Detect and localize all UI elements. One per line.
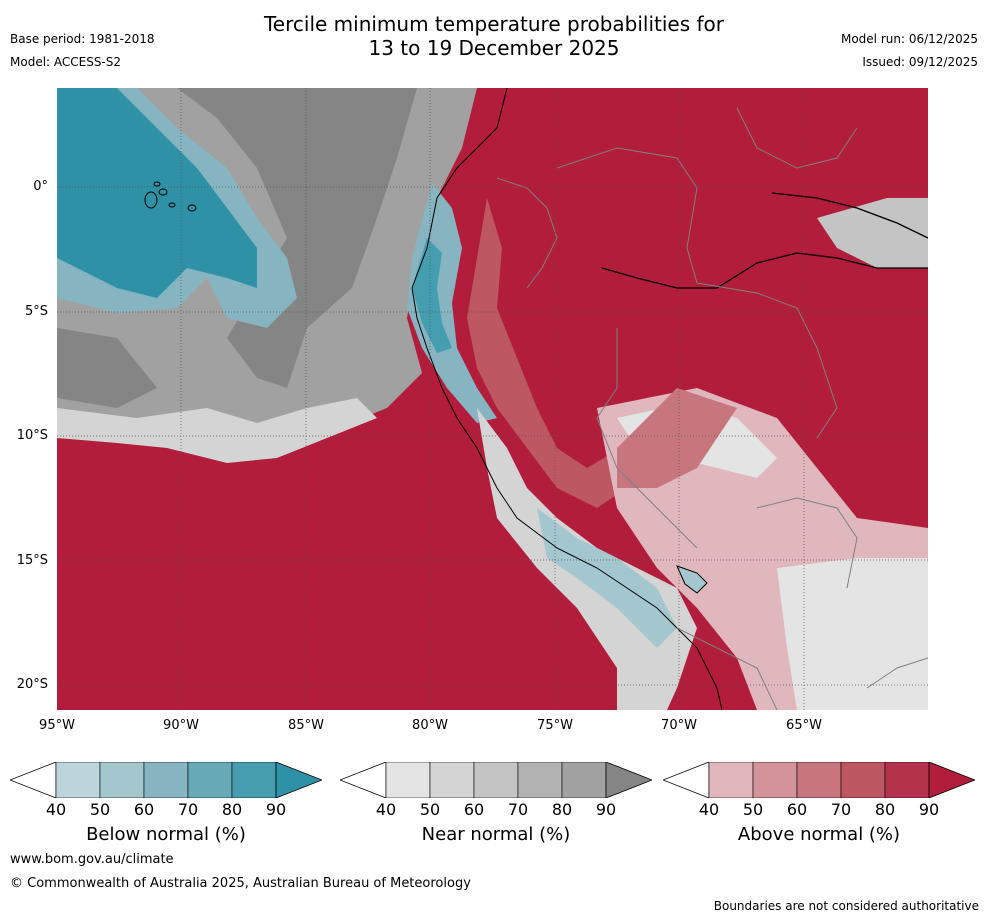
title-line-1: Tercile minimum temperature probabilitie… [263, 12, 725, 36]
near-normal-pacific-dark-2 [57, 328, 157, 408]
meta-left: Base period: 1981-2018 Model: ACCESS-S2 [10, 31, 155, 77]
lon-label-80w: 80°W [412, 718, 448, 733]
colorbar-above-bar [661, 761, 977, 799]
colorbar-below-segment [143, 761, 189, 799]
colorbar-below-label: Below normal (%) [86, 824, 246, 845]
colorbar-near-segment [517, 761, 563, 799]
river-north [771, 192, 928, 239]
colorbar-near-over-arrow [605, 761, 654, 799]
colorbar-above-segment [796, 761, 842, 799]
lon-label-85w: 85°W [288, 718, 324, 733]
lon-label-75w: 75°W [537, 718, 573, 733]
colorbar-tick-label: 80 [551, 800, 573, 819]
lon-label-70w: 70°W [661, 718, 697, 733]
colorbar-tick-label: 70 [830, 800, 852, 819]
model-name: Model: ACCESS-S2 [10, 55, 122, 69]
colorbar-tick-label: 80 [221, 800, 243, 819]
colorbar-below-segment [99, 761, 145, 799]
colorbar-near-bar [338, 761, 654, 799]
near-normal-northeast [817, 198, 928, 268]
colorbar-tick-label: 80 [874, 800, 896, 819]
country-borders [496, 107, 928, 710]
below-normal-peru-south [537, 508, 677, 648]
above-normal-land-band [467, 198, 677, 508]
lat-label-5s: 5°S [24, 304, 48, 319]
colorbar-below-segment [55, 761, 101, 799]
near-normal-bolivia [777, 558, 928, 710]
issued-date: Issued: 09/12/2025 [862, 55, 978, 69]
colorbar-below-under-arrow [8, 761, 57, 799]
copyright-text: © Commonwealth of Australia 2025, Austra… [10, 876, 471, 891]
colorbar-tick-label: 90 [918, 800, 940, 819]
model-run: Model run: 06/12/2025 [840, 32, 978, 46]
colorbar-tick-label: 50 [419, 800, 441, 819]
near-normal-pacific-light [57, 398, 377, 463]
colorbar-below: 40 50 60 70 80 90 Below normal (%) [8, 761, 324, 845]
website-link[interactable]: www.bom.gov.au/climate [10, 852, 174, 867]
colorbar-below-segment [187, 761, 233, 799]
colorbar-above-segment [752, 761, 798, 799]
coastline [411, 88, 723, 710]
colorbar-near-segment [561, 761, 607, 799]
graticule [57, 88, 928, 710]
colorbar-tick-label: 90 [265, 800, 287, 819]
colorbar-tick-label: 70 [507, 800, 529, 819]
colorbar-below-bar [8, 761, 324, 799]
colorbar-above-label: Above normal (%) [737, 824, 901, 845]
lon-label-65w: 65°W [786, 718, 822, 733]
below-normal-galapagos-core [57, 88, 257, 298]
colorbar-tick-label: 60 [786, 800, 808, 819]
colorbar-tick-label: 60 [133, 800, 155, 819]
lat-label-10s: 10°S [16, 428, 48, 443]
above-normal-mid-inland [617, 388, 737, 488]
colorbar-above-segment [708, 761, 754, 799]
colorbar-tick-label: 60 [463, 800, 485, 819]
colorbar-tick-label: 70 [177, 800, 199, 819]
colorbar-near-segment [385, 761, 431, 799]
colorbar-above-segment [884, 761, 930, 799]
colorbar-below-segment [231, 761, 277, 799]
galapagos-islands [144, 181, 197, 212]
lat-label-0: 0° [33, 179, 48, 194]
lon-label-90w: 90°W [163, 718, 199, 733]
colorbar-tick-label: 50 [89, 800, 111, 819]
probability-map [57, 88, 928, 710]
colorbar-near-label: Near normal (%) [421, 824, 571, 845]
base-period: Base period: 1981-2018 [10, 32, 155, 46]
colorbar-tick-label: 40 [698, 800, 720, 819]
colorbar-near-segment [473, 761, 519, 799]
lat-label-15s: 15°S [16, 553, 48, 568]
colorbar-below-over-arrow [275, 761, 324, 799]
below-normal-coast-core [412, 238, 452, 353]
amazon-river [601, 252, 928, 289]
colorbar-near-under-arrow [338, 761, 387, 799]
colorbar-near-segment [429, 761, 475, 799]
colorbar-above-over-arrow [928, 761, 977, 799]
colorbar-tick-label: 50 [742, 800, 764, 819]
colorbar-above-under-arrow [661, 761, 710, 799]
colorbar-above: 40 50 60 70 80 90 Above normal (%) [661, 761, 977, 845]
lake-titicaca [676, 565, 708, 594]
colorbar-tick-label: 40 [45, 800, 67, 819]
title-line-2: 13 to 19 December 2025 [368, 36, 620, 60]
near-normal-pacific-dark [177, 88, 417, 388]
lon-label-95w: 95°W [39, 718, 75, 733]
lat-label-20s: 20°S [16, 677, 48, 692]
colorbar-near: 40 50 60 70 80 90 Near normal (%) [338, 761, 654, 845]
map-title: Tercile minimum temperature probabilitie… [0, 12, 988, 60]
colorbar-tick-label: 40 [375, 800, 397, 819]
disclaimer-text: Boundaries are not considered authoritat… [713, 899, 979, 913]
colorbar-above-segment [840, 761, 886, 799]
colorbar-tick-label: 90 [595, 800, 617, 819]
meta-right: Model run: 06/12/2025 Issued: 09/12/2025 [841, 31, 978, 77]
